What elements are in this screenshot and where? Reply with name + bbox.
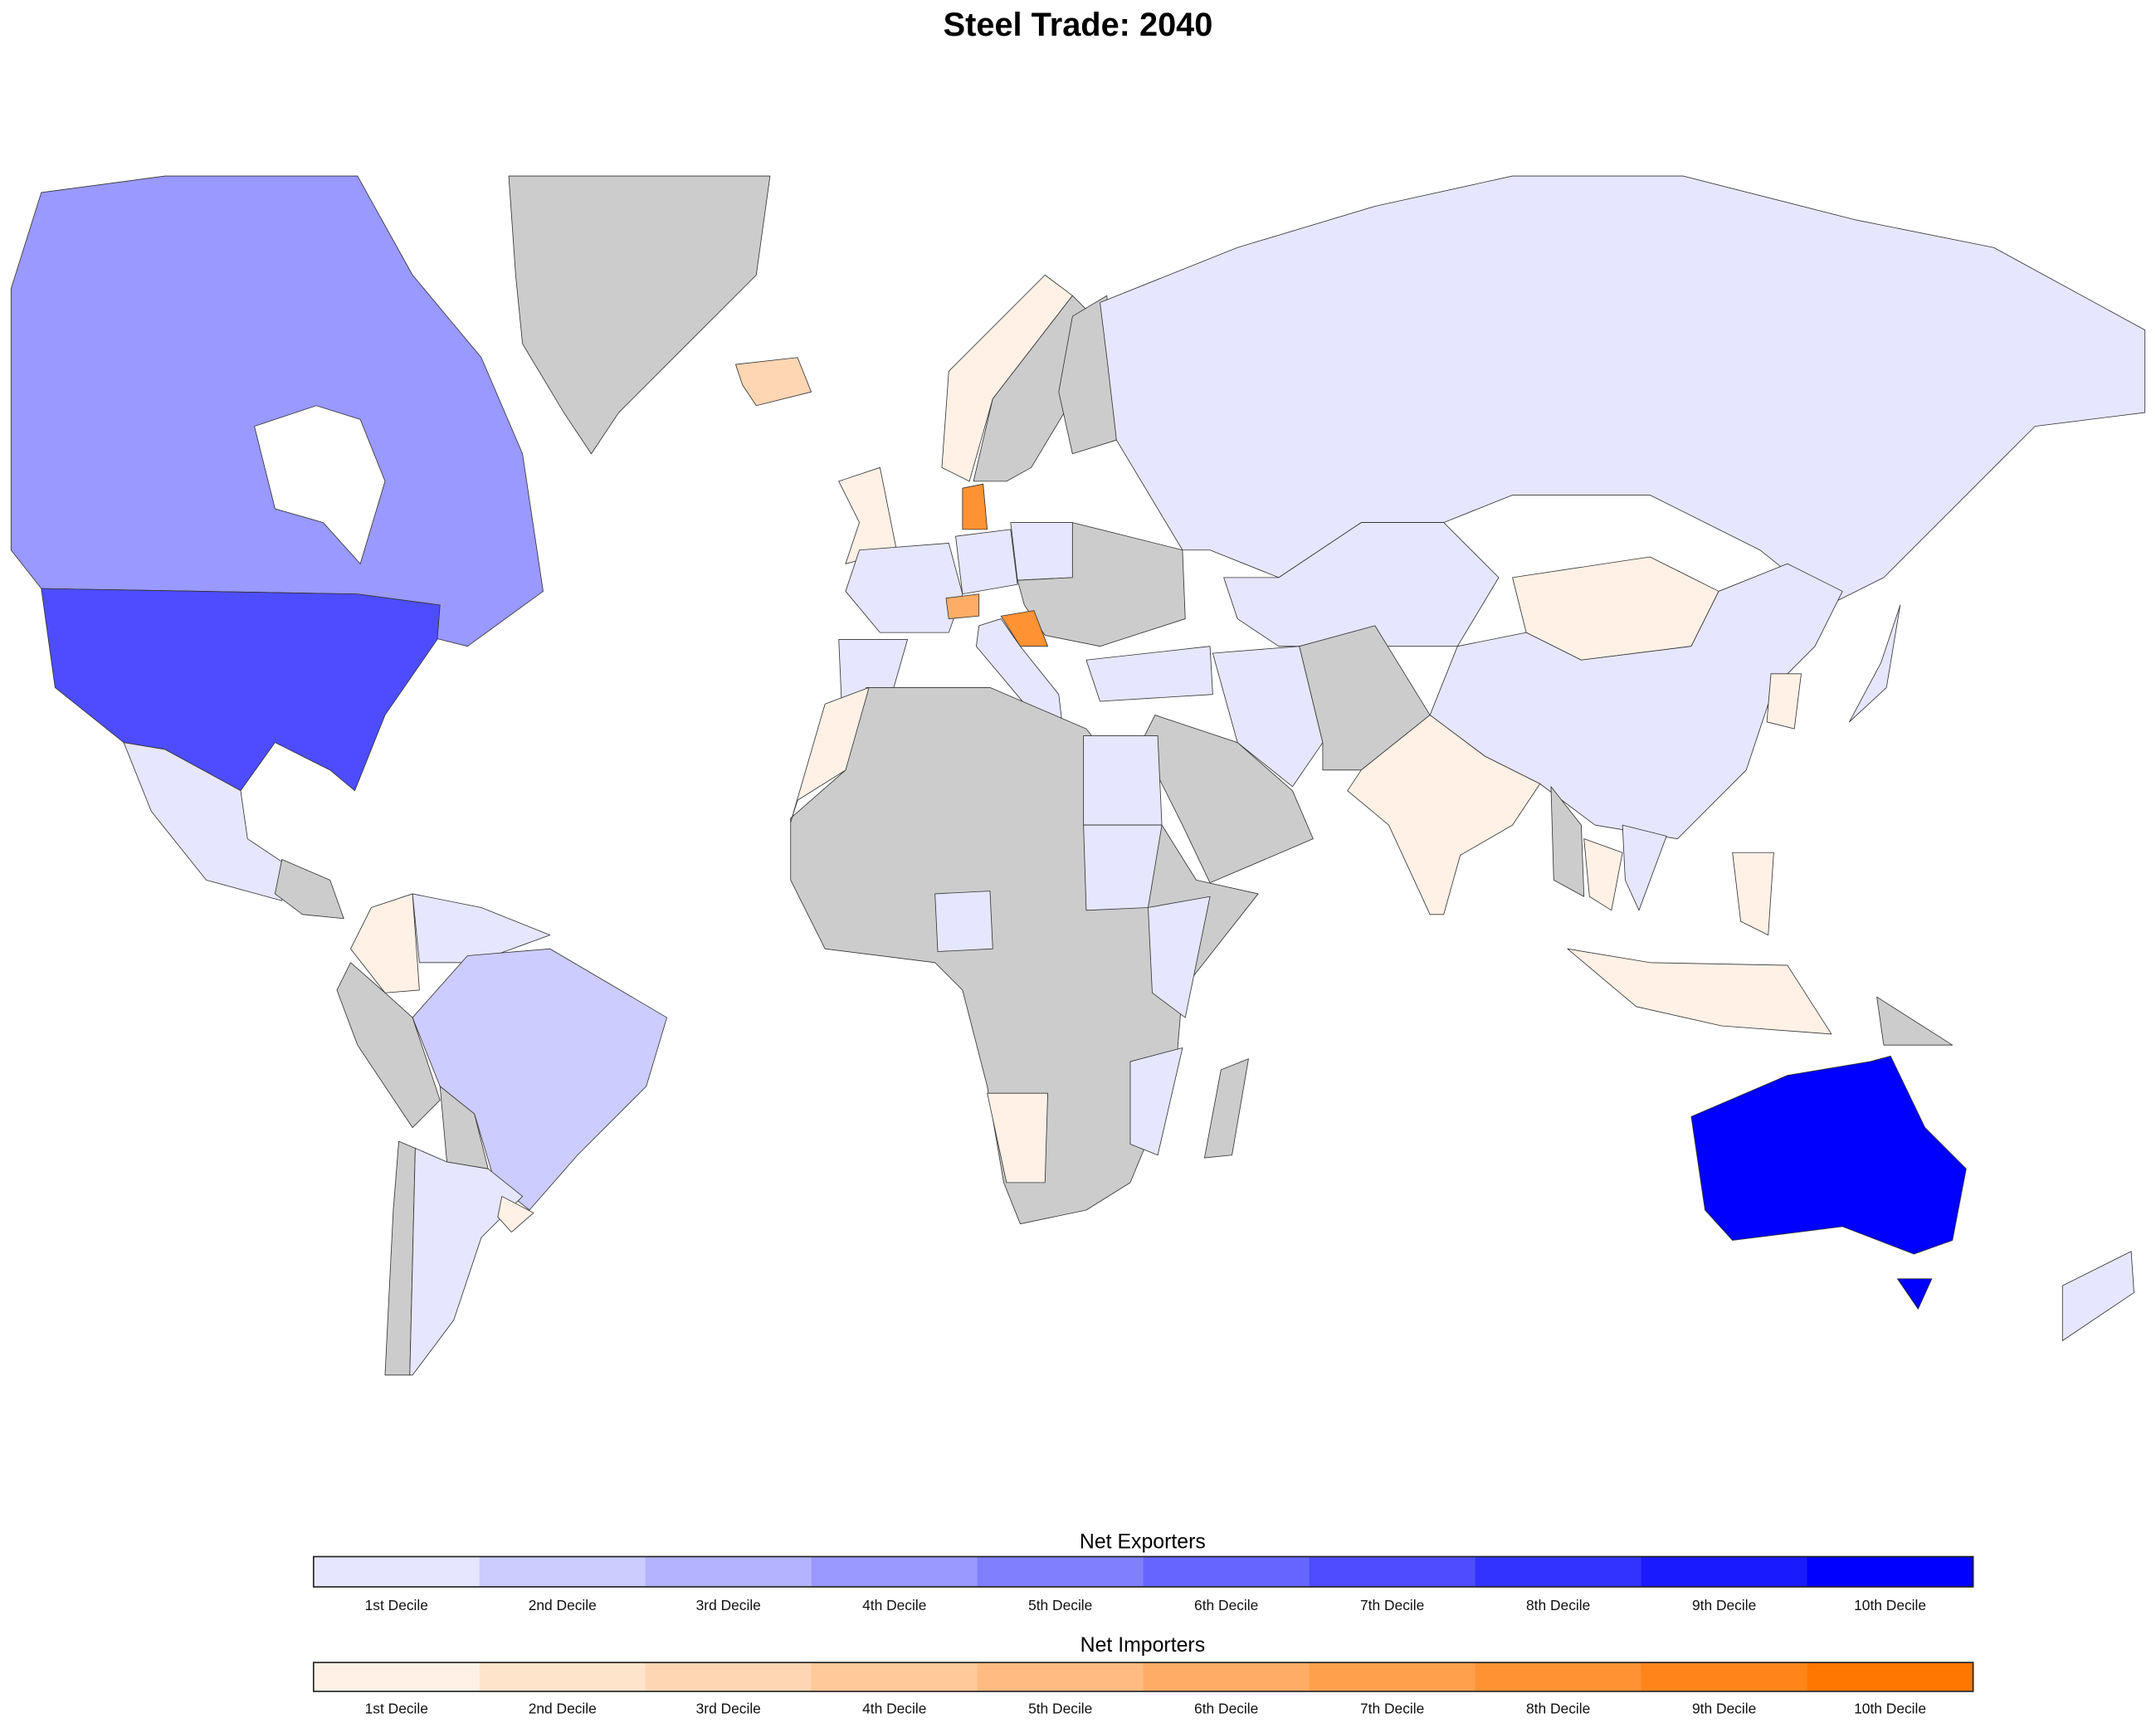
country-morocco [790, 686, 870, 823]
legend-importers-swatch-3 [645, 1662, 812, 1691]
legend-importers-label-6: 6th Decile [1194, 1700, 1258, 1716]
country-new-zealand [2061, 1251, 2134, 1341]
country-poland [1010, 522, 1073, 581]
legend-exporters-swatch-8 [1475, 1556, 1642, 1587]
legend-exporters-swatch-4 [811, 1556, 978, 1587]
country-east-africa [1148, 896, 1211, 1018]
country-canada [10, 175, 544, 647]
legend-exporters-swatch-3 [645, 1556, 812, 1587]
country-venezuela [412, 893, 551, 964]
country-egypt [1083, 735, 1163, 826]
legend-importers-swatch-5 [977, 1662, 1144, 1691]
country-greenland [508, 175, 771, 455]
legend-exporters-swatch-2 [479, 1556, 646, 1587]
legend-importers-swatch-8 [1475, 1662, 1642, 1691]
country-denmark [962, 483, 988, 530]
legend-exporters-swatch-6 [1143, 1556, 1310, 1587]
country-peru [336, 962, 441, 1129]
country-vietnam [1622, 824, 1667, 911]
legend-importers-swatch-7 [1309, 1662, 1476, 1691]
country-australia [1690, 1056, 1967, 1255]
legend-exporters: Net Exporters 1st Decile 2nd Decile 3rd De… [312, 1531, 1974, 1613]
legend-importers-label-8: 8th Decile [1526, 1700, 1590, 1716]
legend-importers-label-5: 5th Decile [1028, 1700, 1092, 1716]
country-usa [41, 588, 441, 792]
legend-importers-label-4: 4th Decile [862, 1700, 926, 1716]
map-title: Steel Trade: 2040 [944, 7, 1213, 43]
legend-importers-swatch-4 [811, 1662, 978, 1691]
country-germany [955, 529, 1018, 595]
country-central-america [275, 859, 344, 920]
country-turkey [1085, 646, 1213, 702]
country-madagascar [1204, 1058, 1249, 1159]
country-kazakhstan [1223, 522, 1500, 647]
legend-importers-label-7: 7th Decile [1360, 1700, 1424, 1716]
legend-exporters-swatch-9 [1641, 1556, 1808, 1587]
legend-exporters-label-7: 7th Decile [1360, 1597, 1424, 1613]
legend-importers-label-9: 9th Decile [1692, 1700, 1756, 1716]
country-namibia [987, 1092, 1048, 1184]
legend-importers-swatch-10 [1807, 1662, 1974, 1691]
country-finland [1058, 295, 1117, 455]
legend-importers-label-1: 1st Decile [365, 1700, 428, 1716]
country-croatia [1000, 610, 1048, 647]
legend-exporters-label-6: 6th Decile [1194, 1597, 1258, 1613]
country-philippines [1732, 852, 1774, 936]
country-italy [975, 618, 1062, 719]
legend-exporters-title: Net Exporters [1080, 1531, 1206, 1554]
legend-exporters-label-3: 3rd Decile [696, 1597, 761, 1613]
legend-importers-swatch-9 [1641, 1662, 1808, 1691]
legend-exporters-label-5: 5th Decile [1028, 1597, 1092, 1613]
legend-exporters-swatch-10 [1807, 1556, 1974, 1587]
legend-importers-label-2: 2nd Decile [529, 1700, 597, 1716]
country-korea [1766, 673, 1802, 730]
legend-exporters-swatch-5 [977, 1556, 1144, 1587]
country-iceland [735, 357, 812, 407]
country-argentina [409, 1148, 524, 1376]
country-colombia [350, 893, 420, 993]
country-iran [1212, 646, 1324, 788]
hudson-bay [254, 405, 386, 565]
country-india [1347, 715, 1541, 915]
legend-exporters-label-4: 4th Decile [862, 1597, 926, 1613]
country-indonesia [1567, 948, 1832, 1035]
country-uruguay [497, 1196, 534, 1232]
country-thailand [1583, 838, 1623, 911]
country-sweden [973, 295, 1087, 482]
country-tasmania [1897, 1278, 1933, 1310]
legend-importers-label-10: 10th Decile [1854, 1700, 1926, 1716]
country-japan [1849, 604, 1901, 723]
legend-exporters-label-10: 10th Decile [1854, 1597, 1926, 1613]
country-switzerland [945, 593, 980, 619]
legend-exporters-label-9: 9th Decile [1692, 1597, 1756, 1613]
legend-exporters-swatch-7 [1309, 1556, 1476, 1587]
country-france [845, 543, 963, 633]
country-papua-new-guinea [1876, 996, 1954, 1046]
legend-importers-label-3: 3rd Decile [696, 1700, 761, 1716]
country-russia [1100, 175, 2146, 606]
legend-importers: Net Importers 1st Decile 2nd Decile 3rd De… [312, 1634, 1974, 1716]
legend-importers-swatch-6 [1143, 1662, 1310, 1691]
legend-exporters-label-2: 2nd Decile [529, 1597, 597, 1613]
legend-exporters-label-1: 1st Decile [365, 1597, 428, 1613]
country-myanmar [1550, 786, 1585, 897]
world-map [10, 175, 2146, 1376]
legend-importers-swatch-1 [313, 1662, 480, 1691]
legend-importers-swatch-2 [479, 1662, 646, 1691]
country-nigeria [934, 891, 993, 952]
legend-importers-frame [312, 1662, 1974, 1692]
country-chile [384, 1140, 416, 1376]
legend-exporters-frame [312, 1555, 1974, 1588]
legend-importers-title: Net Importers [1080, 1634, 1205, 1657]
legend-exporters-label-8: 8th Decile [1526, 1597, 1590, 1613]
country-mozambique [1129, 1047, 1183, 1156]
legend-exporters-swatch-1 [313, 1556, 480, 1587]
country-sudan [1083, 824, 1163, 911]
